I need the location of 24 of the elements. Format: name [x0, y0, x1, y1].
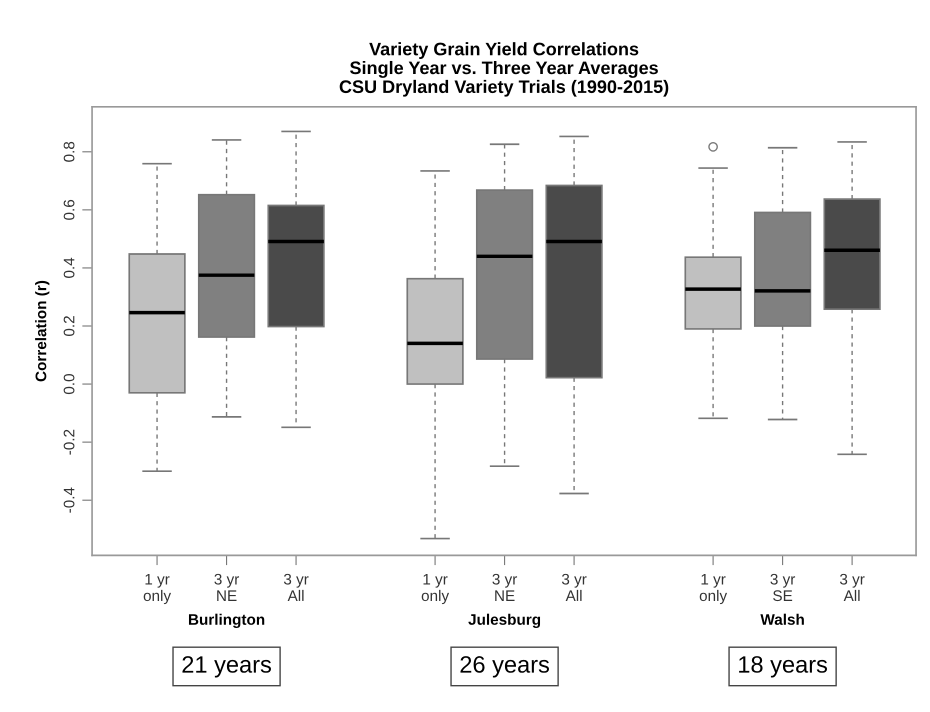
- x-tick-label: 1 yr only: [700, 574, 728, 604]
- x-tick-label: 3 yr SE: [770, 574, 796, 602]
- text: 21 years: [182, 656, 271, 678]
- text: Julesburg: [468, 614, 540, 628]
- y-tick-label: 0.8: [64, 142, 74, 162]
- y-tick-label: 0.6: [64, 200, 74, 220]
- x-tick-label: 3 yr NE: [214, 574, 240, 601]
- x-tick-label: 3 yr All: [840, 574, 865, 601]
- text: Walsh: [760, 614, 804, 625]
- text: 26 years: [460, 656, 550, 678]
- chart-title: Variety Grain Yield Correlations Single Year vs. Three Year Averages CSU Dryland Variety Trials (1990-2015): [340, 42, 668, 97]
- y-tick-label: 0.4: [64, 258, 74, 278]
- y-tick-label: 0.0: [64, 374, 74, 394]
- y-tick-label: -0.2: [64, 430, 74, 455]
- x-tick-label: 1 yr only: [144, 574, 172, 604]
- text: Burlington: [188, 614, 264, 628]
- x-tick-label: 3 yr All: [284, 574, 309, 601]
- y-tick-label: 0.2: [64, 316, 74, 336]
- y-tick-label: -0.4: [64, 487, 74, 513]
- x-tick-label: 1 yr only: [422, 574, 450, 604]
- x-tick-label: 3 yr All: [562, 574, 587, 601]
- x-tick-label: 3 yr NE: [492, 574, 518, 601]
- y-axis-title: Correlation (r): [35, 280, 50, 382]
- text: 18 years: [739, 656, 828, 678]
